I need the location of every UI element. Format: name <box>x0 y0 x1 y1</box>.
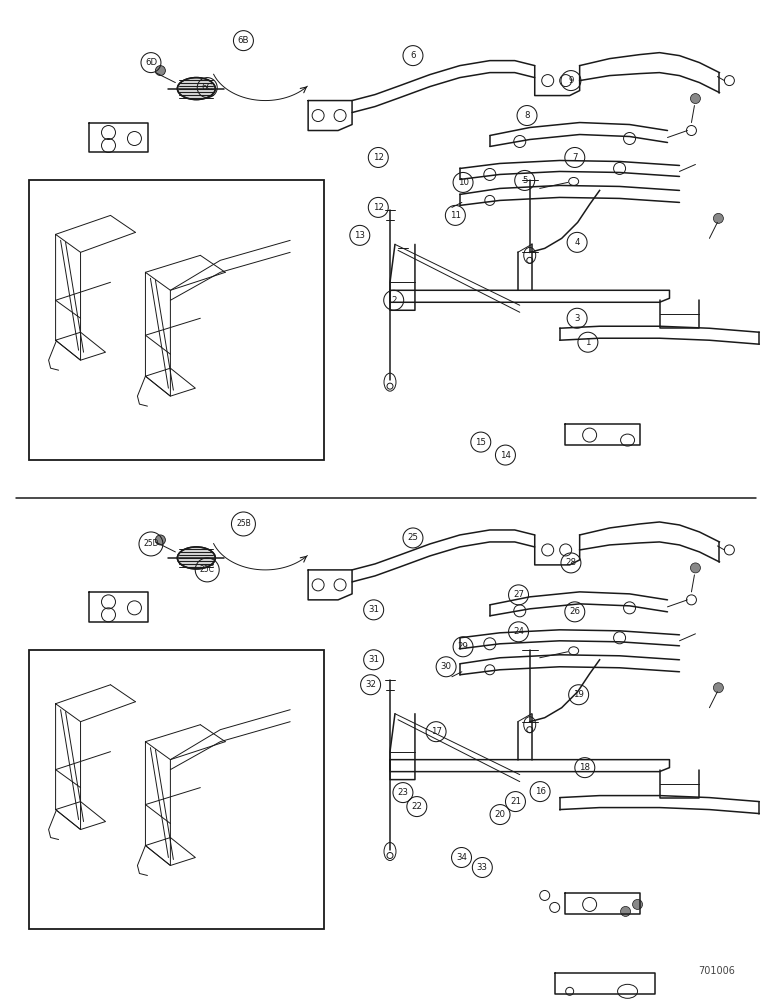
Text: 6B: 6B <box>238 36 249 45</box>
Text: 8: 8 <box>524 111 530 120</box>
Text: 26: 26 <box>569 607 581 616</box>
Circle shape <box>155 535 165 545</box>
Text: 5: 5 <box>522 176 527 185</box>
Text: 13: 13 <box>354 231 365 240</box>
Text: 31: 31 <box>368 655 379 664</box>
Circle shape <box>713 683 723 693</box>
Text: 16: 16 <box>535 787 546 796</box>
Text: 21: 21 <box>510 797 521 806</box>
Text: 25: 25 <box>408 533 418 542</box>
Ellipse shape <box>178 547 215 569</box>
Text: 32: 32 <box>365 680 376 689</box>
Text: 23: 23 <box>398 788 408 797</box>
Text: 11: 11 <box>450 211 461 220</box>
Circle shape <box>690 563 700 573</box>
Text: 34: 34 <box>456 853 467 862</box>
Text: 12: 12 <box>373 203 384 212</box>
Text: 33: 33 <box>477 863 488 872</box>
Text: 27: 27 <box>513 590 524 599</box>
Text: 15: 15 <box>476 438 486 447</box>
Text: 25B: 25B <box>236 519 251 528</box>
Text: 701006: 701006 <box>698 966 735 976</box>
Text: 30: 30 <box>441 662 452 671</box>
Text: 10: 10 <box>458 178 469 187</box>
Circle shape <box>713 213 723 223</box>
Text: 12: 12 <box>373 153 384 162</box>
Text: 19: 19 <box>574 690 584 699</box>
Text: 25D: 25D <box>144 539 159 548</box>
Text: 20: 20 <box>495 810 506 819</box>
Text: 31: 31 <box>368 605 379 614</box>
Text: 6C: 6C <box>201 83 213 92</box>
Text: 7: 7 <box>572 153 577 162</box>
Text: 29: 29 <box>458 642 469 651</box>
Text: 18: 18 <box>579 763 591 772</box>
Text: 4: 4 <box>574 238 580 247</box>
Text: 17: 17 <box>431 727 442 736</box>
Text: 25C: 25C <box>200 565 215 574</box>
Text: 6: 6 <box>410 51 415 60</box>
Text: 6D: 6D <box>145 58 157 67</box>
Circle shape <box>690 94 700 104</box>
Circle shape <box>155 66 165 76</box>
Text: 2: 2 <box>391 296 397 305</box>
Text: 28: 28 <box>565 558 577 567</box>
Text: 1: 1 <box>585 338 591 347</box>
Text: 22: 22 <box>411 802 422 811</box>
Text: 14: 14 <box>500 451 511 460</box>
Text: 9: 9 <box>568 76 574 85</box>
Ellipse shape <box>178 78 215 100</box>
Circle shape <box>621 906 631 916</box>
Text: 24: 24 <box>513 627 524 636</box>
Circle shape <box>632 899 642 909</box>
Text: 3: 3 <box>574 314 580 323</box>
